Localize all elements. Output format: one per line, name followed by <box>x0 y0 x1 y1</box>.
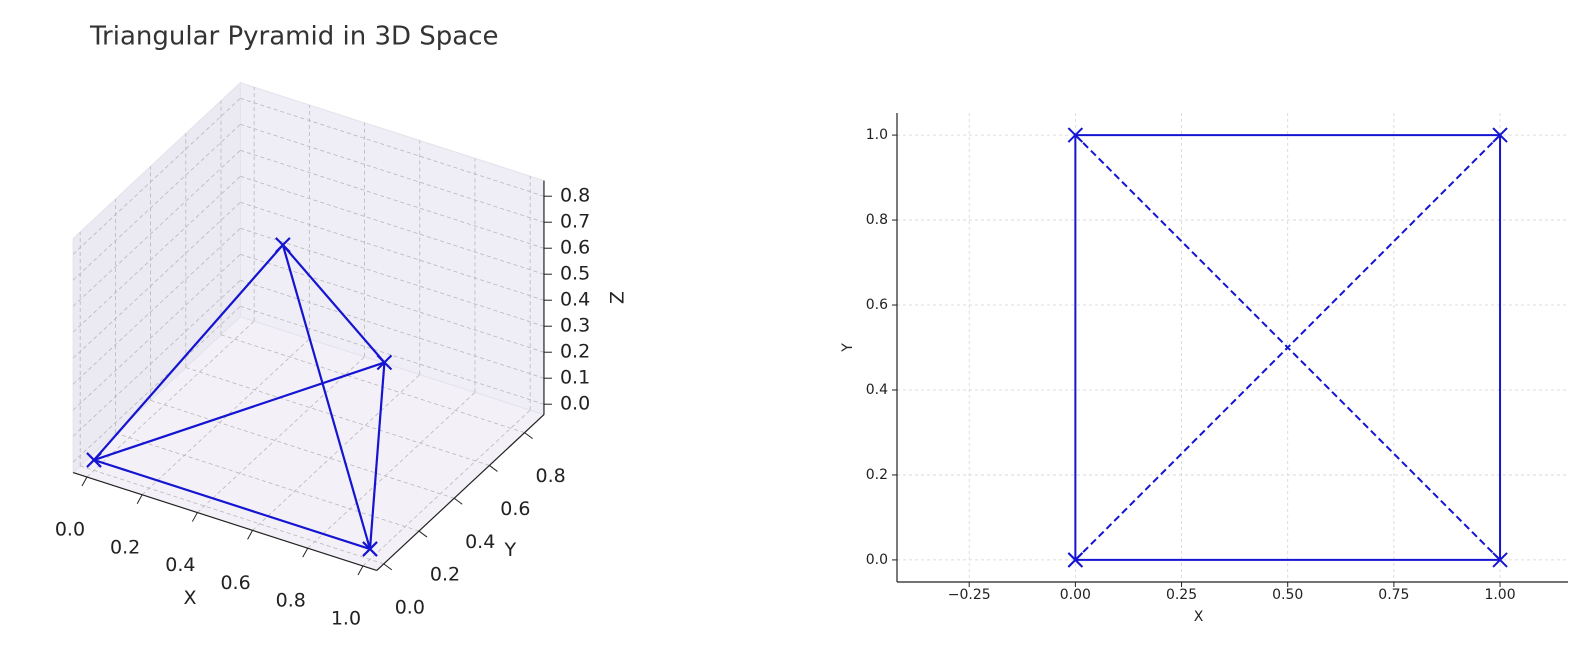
grid-line <box>307 392 476 549</box>
grid-line <box>252 374 421 531</box>
edge-line <box>90 242 386 551</box>
y-axis-line <box>376 414 545 571</box>
x-tick-label: 0.2 <box>110 536 140 558</box>
marker <box>362 541 378 557</box>
z-tick-label: 0.2 <box>560 341 590 363</box>
z-tick-label: 0.7 <box>560 211 590 233</box>
chart-title: Triangular Pyramid in 3D Space <box>89 22 499 52</box>
z-tick-label: 0.3 <box>560 315 590 337</box>
y-tick-label: 0.2 <box>866 467 888 483</box>
y-tick <box>489 465 498 472</box>
x-tick-label: 1.0 <box>331 607 361 629</box>
y-tick-label: 0.2 <box>430 564 460 586</box>
x-axis-label: X <box>183 587 196 609</box>
y-tick-label: 0.6 <box>500 498 530 520</box>
series-line <box>1074 134 1501 561</box>
grid-line <box>362 409 531 567</box>
x-tick-label: 0.75 <box>1378 587 1409 603</box>
x-tick-label: 0.25 <box>1166 587 1197 603</box>
marker <box>275 237 291 253</box>
x-tick <box>357 565 364 576</box>
x-tick-label: 0.6 <box>220 572 250 594</box>
grid-line <box>72 98 241 255</box>
z-axis-label: Z <box>606 291 628 304</box>
z-tick-label: 0.0 <box>560 393 590 415</box>
y-tick <box>453 497 463 505</box>
x-tick-label: 0.4 <box>165 554 195 576</box>
z-tick-label: 0.5 <box>560 263 590 285</box>
y-tick <box>418 530 428 538</box>
marker <box>376 354 393 371</box>
grid-line <box>72 124 241 281</box>
marker <box>86 452 102 468</box>
z-tick-label: 0.8 <box>560 185 590 207</box>
grid-line <box>72 254 241 411</box>
grid-line <box>72 306 241 463</box>
x-tick-label: 0.50 <box>1272 587 1303 603</box>
x-tick <box>247 530 253 540</box>
grid-line <box>72 228 241 385</box>
z-tick-label: 0.6 <box>560 237 590 259</box>
x-tick <box>302 547 309 558</box>
side-pane <box>72 81 241 474</box>
y-tick-label: 0.4 <box>866 382 888 398</box>
y-tick-label: 0.0 <box>395 596 425 618</box>
grid-line <box>72 280 241 437</box>
x-tick-label: 0.8 <box>276 590 306 612</box>
x-tick-label: 1.00 <box>1484 587 1515 603</box>
y-tick-label: 0.8 <box>535 465 565 487</box>
grid-line <box>72 176 241 333</box>
y-tick-label: 0.8 <box>866 212 888 228</box>
y-tick-label: 0.6 <box>866 297 888 313</box>
x-tick-label: −0.25 <box>948 587 991 603</box>
x-tick <box>136 494 143 505</box>
x-tick <box>191 512 198 522</box>
y-tick-label: 0.4 <box>465 531 495 553</box>
y-tick <box>524 432 533 440</box>
y-tick-label: 1.0 <box>866 127 888 143</box>
x-tick-label: 0.00 <box>1060 587 1091 603</box>
grid-line <box>72 150 241 307</box>
x-tick-label: 0.0 <box>55 518 85 540</box>
z-tick-label: 0.1 <box>560 367 590 389</box>
grid-line <box>86 320 255 478</box>
y-axis-label: Y <box>504 539 517 561</box>
y-tick <box>383 563 393 571</box>
grid-line <box>197 356 365 513</box>
x-axis-label: X <box>1194 609 1204 625</box>
grid-line <box>72 202 241 359</box>
x-axis-line <box>72 471 377 571</box>
y-tick-label: 0.0 <box>866 552 888 568</box>
y-axis-label: Y <box>840 343 856 353</box>
z-tick-label: 0.4 <box>560 289 590 311</box>
x-tick <box>81 476 88 487</box>
